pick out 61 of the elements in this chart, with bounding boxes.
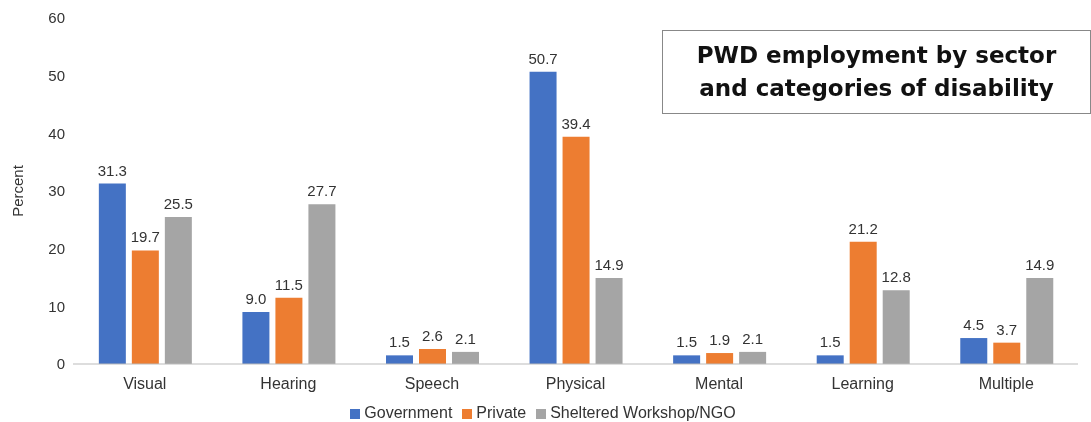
bar bbox=[595, 278, 623, 364]
data-label: 14.9 bbox=[1025, 256, 1055, 274]
bar bbox=[960, 338, 988, 364]
data-label: 39.4 bbox=[561, 114, 591, 132]
bar bbox=[98, 183, 126, 364]
data-label: 3.7 bbox=[996, 320, 1018, 338]
y-tick-label: 0 bbox=[56, 355, 65, 373]
data-label: 9.0 bbox=[245, 290, 267, 308]
bar bbox=[385, 355, 413, 364]
data-label: 11.5 bbox=[274, 275, 303, 293]
bar bbox=[993, 342, 1021, 364]
x-tick-label: Multiple bbox=[978, 375, 1034, 393]
bar bbox=[673, 355, 701, 364]
bar bbox=[816, 355, 844, 364]
data-label: 1.5 bbox=[676, 333, 698, 351]
bar bbox=[882, 290, 910, 364]
x-tick-label: Hearing bbox=[260, 375, 317, 393]
y-tick-label: 10 bbox=[48, 297, 65, 315]
x-tick-label: Mental bbox=[695, 375, 744, 393]
data-label: 27.7 bbox=[307, 182, 337, 200]
bar bbox=[849, 241, 877, 364]
bar bbox=[418, 349, 446, 364]
data-label: 19.7 bbox=[130, 228, 160, 246]
bar bbox=[451, 351, 479, 364]
y-tick-label: 30 bbox=[48, 182, 65, 200]
bar bbox=[562, 136, 590, 364]
data-label: 4.5 bbox=[963, 316, 985, 334]
y-tick-label: 20 bbox=[48, 239, 65, 257]
data-label: 2.1 bbox=[742, 329, 764, 347]
legend-label: Private bbox=[476, 404, 527, 421]
bar bbox=[242, 312, 270, 364]
data-label: 1.5 bbox=[819, 333, 841, 351]
x-tick-label: Physical bbox=[545, 375, 606, 393]
bar bbox=[706, 353, 734, 364]
data-label: 21.2 bbox=[848, 219, 878, 237]
data-label: 2.6 bbox=[422, 327, 443, 345]
bar bbox=[164, 216, 192, 364]
data-label: 2.1 bbox=[455, 329, 476, 347]
data-label: 25.5 bbox=[163, 194, 193, 212]
data-label: 1.9 bbox=[709, 331, 731, 349]
data-label: 50.7 bbox=[528, 49, 558, 67]
bar bbox=[131, 250, 159, 364]
y-tick-label: 40 bbox=[48, 124, 65, 142]
x-tick-label: Visual bbox=[123, 375, 167, 393]
bar bbox=[739, 351, 767, 364]
bar bbox=[529, 71, 557, 364]
legend-label: Government bbox=[364, 404, 453, 421]
text: PWD employment by sector and categories of disability bbox=[662, 30, 1091, 114]
x-tick-label: Learning bbox=[831, 375, 894, 393]
bar bbox=[275, 297, 303, 364]
data-label: 1.5 bbox=[389, 333, 410, 351]
bar bbox=[308, 204, 336, 364]
y-tick-label: 50 bbox=[48, 66, 65, 84]
legend-label: Sheltered Workshop/NGO bbox=[550, 404, 736, 421]
y-tick-label: 60 bbox=[48, 9, 65, 27]
x-tick-label: Speech bbox=[404, 375, 460, 393]
data-label: 14.9 bbox=[594, 256, 624, 274]
bar bbox=[1026, 278, 1054, 364]
data-label: 12.8 bbox=[881, 268, 911, 286]
y-axis-title: Percent bbox=[9, 164, 27, 217]
data-label: 31.3 bbox=[97, 161, 127, 179]
